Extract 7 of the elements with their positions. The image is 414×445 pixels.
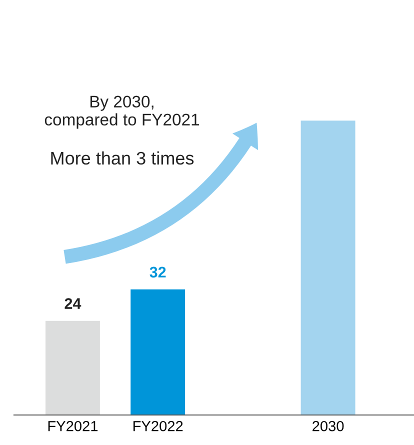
x-tick-label: FY2021 bbox=[48, 420, 98, 432]
x-tick-label: 2030 bbox=[312, 420, 344, 432]
annotation: More than 3 times bbox=[51, 151, 194, 165]
data-label: 24 bbox=[64, 298, 82, 309]
annotation: By 2030, compared to FY2021 bbox=[44, 96, 200, 129]
x-tick-label: FY2022 bbox=[133, 420, 183, 432]
data-label: 32 bbox=[150, 266, 166, 278]
